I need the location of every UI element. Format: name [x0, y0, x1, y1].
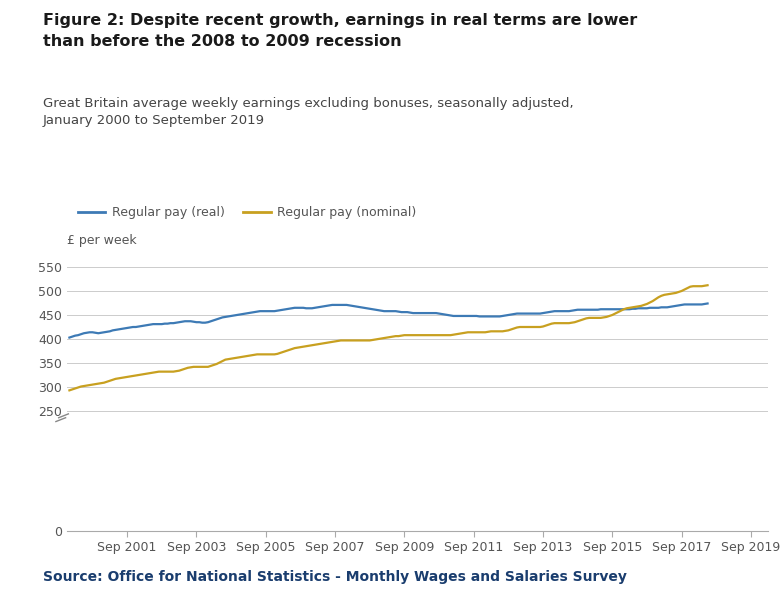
- Text: Great Britain average weekly earnings excluding bonuses, seasonally adjusted,
Ja: Great Britain average weekly earnings ex…: [43, 97, 574, 127]
- Legend: Regular pay (real), Regular pay (nominal): Regular pay (real), Regular pay (nominal…: [73, 201, 421, 224]
- Text: £ per week: £ per week: [67, 234, 136, 247]
- Text: Figure 2: Despite recent growth, earnings in real terms are lower
than before th: Figure 2: Despite recent growth, earning…: [43, 13, 637, 49]
- Text: Source: Office for National Statistics - Monthly Wages and Salaries Survey: Source: Office for National Statistics -…: [43, 570, 627, 584]
